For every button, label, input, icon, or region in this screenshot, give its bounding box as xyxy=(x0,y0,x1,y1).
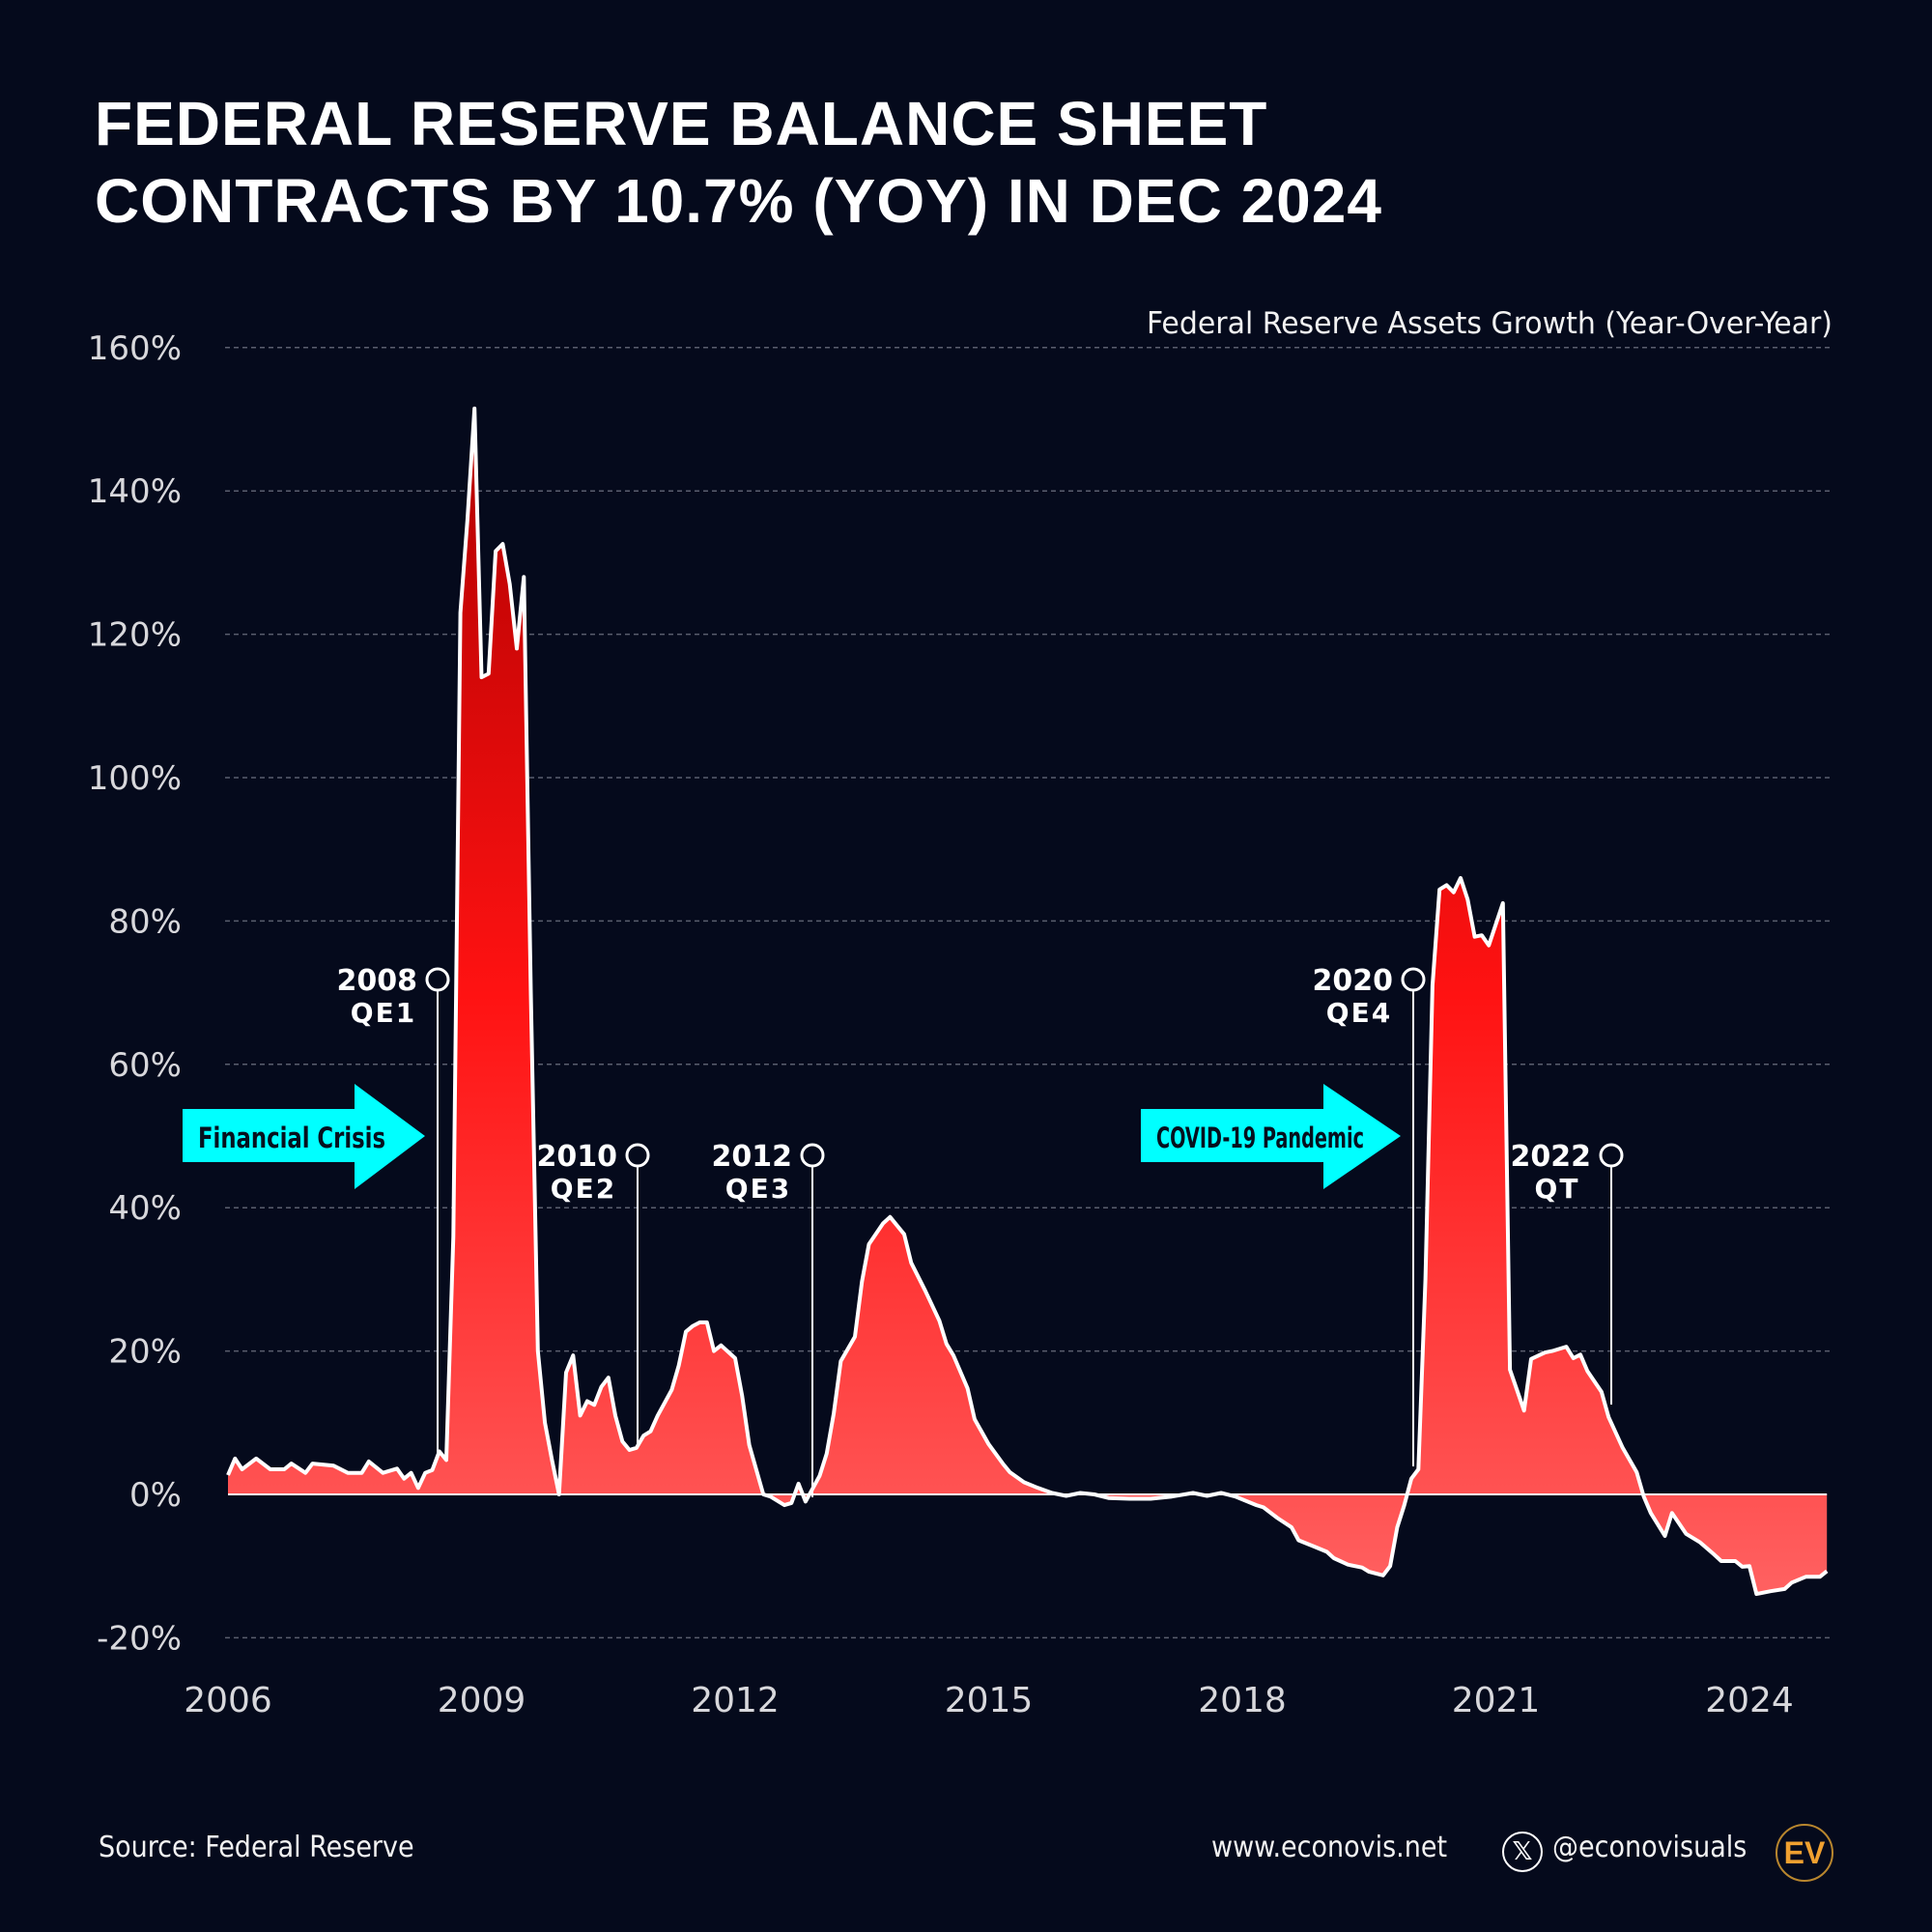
x-tick-label: 2015 xyxy=(945,1681,1034,1720)
y-tick-label: 60% xyxy=(108,1046,182,1085)
annotation-year: 2020 xyxy=(1313,964,1394,998)
annotation-marker xyxy=(800,1143,825,1168)
y-tick-label: 140% xyxy=(88,472,182,511)
source-note: Source: Federal Reserve xyxy=(99,1831,414,1864)
y-tick-label: 100% xyxy=(88,759,182,798)
annotation-year: 2022 xyxy=(1511,1140,1592,1174)
area-fill xyxy=(228,408,1828,1595)
annotation-marker xyxy=(625,1143,650,1168)
annotation-marker xyxy=(1599,1143,1624,1168)
y-tick-label: 20% xyxy=(108,1333,182,1372)
website-link[interactable]: www.econovis.net xyxy=(1211,1831,1448,1864)
x-tick-label: 2006 xyxy=(184,1681,272,1720)
social-handle[interactable]: @econovisuals xyxy=(1552,1831,1747,1864)
callout-arrow: Financial Crisis xyxy=(183,1084,425,1189)
chart-subtitle: Federal Reserve Assets Growth (Year-Over… xyxy=(1147,306,1833,341)
annotation-marker xyxy=(1401,967,1426,992)
annotation-label: QE3 xyxy=(725,1173,791,1205)
annotation-label: QE2 xyxy=(551,1173,616,1205)
callout-label: Financial Crisis xyxy=(198,1122,385,1154)
x-tick-label: 2018 xyxy=(1198,1681,1287,1720)
title-line-1: FEDERAL RESERVE BALANCE SHEET xyxy=(95,89,1268,158)
x-logo-icon: 𝕏 xyxy=(1502,1832,1543,1872)
chart-title: FEDERAL RESERVE BALANCE SHEET CONTRACTS … xyxy=(95,85,1382,240)
arrow-right-icon xyxy=(1141,1084,1401,1189)
annotation-label: QT xyxy=(1535,1173,1580,1205)
x-tick-label: 2012 xyxy=(691,1681,780,1720)
y-tick-label: 80% xyxy=(108,902,182,941)
x-tick-label: 2024 xyxy=(1705,1681,1794,1720)
y-tick-label: -20% xyxy=(97,1619,182,1658)
annotation-year: 2010 xyxy=(537,1140,618,1174)
logo-text: EV xyxy=(1783,1835,1826,1870)
callout-arrow: COVID-19 Pandemic xyxy=(1141,1084,1401,1189)
y-tick-label: 0% xyxy=(129,1476,182,1515)
annotation-label: QE1 xyxy=(351,997,416,1029)
y-tick-label: 120% xyxy=(88,616,182,655)
arrow-right-icon xyxy=(183,1084,425,1189)
x-tick-label: 2021 xyxy=(1452,1681,1541,1720)
callout-label: COVID-19 Pandemic xyxy=(1156,1122,1364,1154)
x-tick-label: 2009 xyxy=(438,1681,526,1720)
annotation-marker xyxy=(425,967,450,992)
ev-logo: EV xyxy=(1776,1824,1833,1882)
annotation-label: QE4 xyxy=(1326,997,1392,1029)
y-tick-label: 160% xyxy=(88,329,182,368)
title-line-2: CONTRACTS BY 10.7% (YOY) IN DEC 2024 xyxy=(95,166,1382,236)
annotation-year: 2008 xyxy=(337,964,418,998)
y-tick-label: 40% xyxy=(108,1189,182,1228)
series-line xyxy=(226,406,1829,1597)
annotation-year: 2012 xyxy=(712,1140,793,1174)
